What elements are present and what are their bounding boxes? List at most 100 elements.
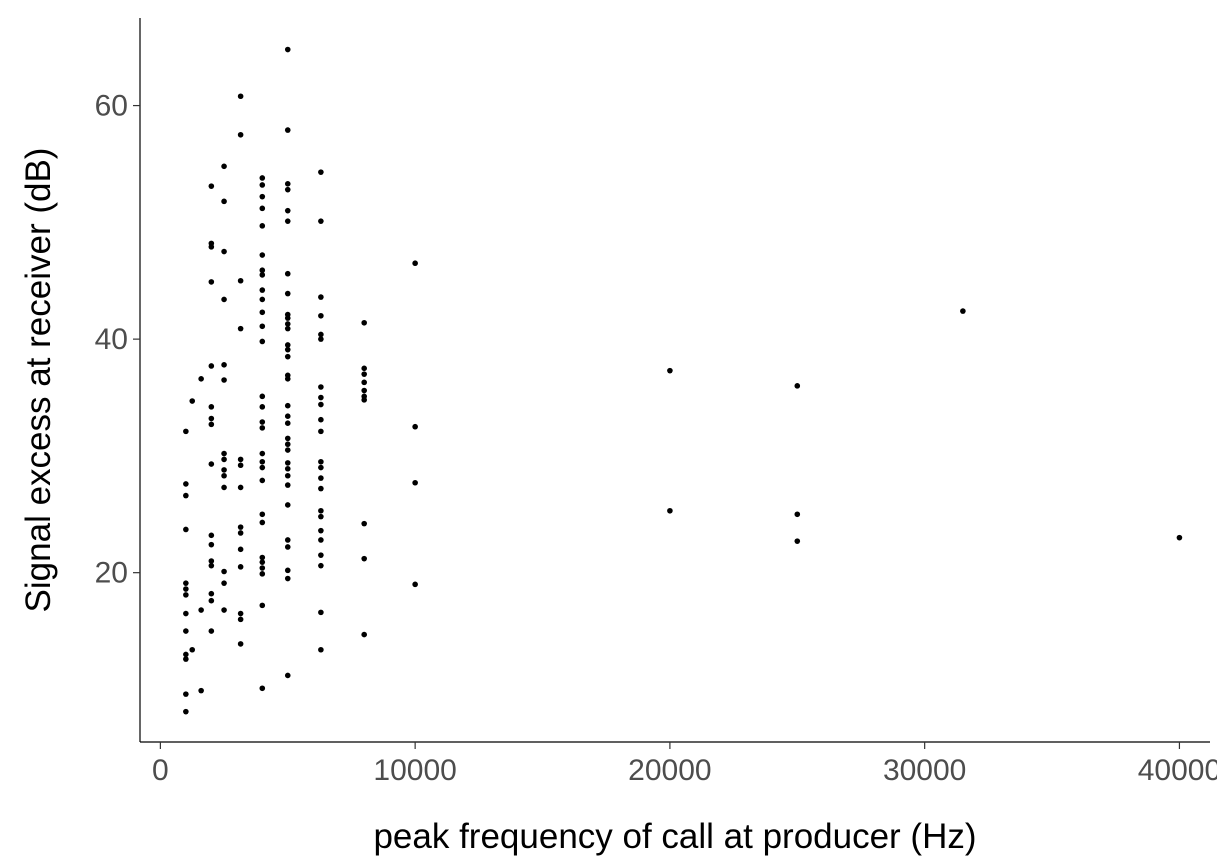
x-tick-label: 40000 [1138, 754, 1217, 787]
data-point [318, 646, 324, 653]
data-point [284, 460, 291, 466]
data-point [259, 458, 266, 465]
data-point [259, 511, 266, 518]
data-point [794, 383, 801, 389]
data-point [237, 641, 244, 647]
data-point [284, 420, 291, 427]
data-point [259, 393, 266, 400]
data-point [237, 93, 244, 100]
data-point [183, 492, 189, 499]
data-point [667, 367, 673, 374]
data-point [208, 415, 215, 422]
data-point [259, 223, 266, 229]
data-point [284, 472, 291, 479]
data-point [259, 519, 266, 526]
data-point [221, 450, 227, 457]
x-tick-label: 20000 [628, 754, 711, 787]
data-point [318, 485, 324, 492]
data-point [259, 205, 266, 212]
data-point [318, 294, 324, 300]
data-point [284, 502, 291, 508]
data-point [183, 628, 189, 634]
data-point [183, 481, 189, 487]
data-point [284, 575, 291, 582]
data-point [259, 464, 266, 471]
data-point [183, 428, 189, 435]
data-point [208, 404, 215, 410]
data-point [259, 272, 266, 278]
y-axis: 20 40 60 [95, 18, 141, 742]
data-point [284, 537, 291, 543]
data-point [412, 423, 418, 430]
data-point [284, 270, 291, 277]
data-point [198, 376, 204, 382]
data-point [259, 602, 266, 609]
data-point [960, 308, 966, 314]
data-point [221, 456, 227, 463]
data-point [259, 338, 266, 345]
data-point [318, 312, 324, 319]
data-point [318, 527, 324, 534]
data-point [318, 401, 324, 408]
data-point [259, 182, 266, 188]
data-point [361, 555, 367, 562]
data-point [284, 342, 291, 348]
data-point [237, 462, 244, 469]
data-point [259, 419, 266, 425]
data-point [237, 564, 244, 570]
data-point [284, 544, 291, 550]
data-point [208, 590, 215, 597]
data-point [794, 538, 801, 544]
data-point [284, 218, 291, 224]
data-point [259, 296, 266, 303]
data-point [284, 376, 291, 382]
data-point [1176, 534, 1183, 541]
data-point [318, 394, 324, 401]
data-point [361, 387, 367, 394]
data-point [208, 279, 215, 285]
data-point [237, 616, 244, 623]
data-point [221, 198, 227, 205]
data-point [318, 464, 324, 471]
data-point [361, 371, 367, 377]
data-point [208, 532, 215, 539]
data-point [237, 277, 244, 284]
data-point [318, 218, 324, 224]
data-point [361, 397, 367, 403]
data-point [259, 175, 266, 181]
data-point [318, 428, 324, 435]
data-point [318, 336, 324, 342]
data-point [189, 646, 196, 653]
data-point [221, 467, 227, 473]
data-point [259, 559, 266, 565]
data-point [237, 530, 244, 536]
data-point [237, 546, 244, 553]
data-point [412, 581, 418, 588]
data-point [318, 609, 324, 616]
data-point [183, 592, 189, 598]
data-point [189, 398, 196, 404]
data-point [259, 193, 266, 200]
data-point [237, 131, 244, 138]
data-point [361, 319, 367, 326]
data-point [259, 287, 266, 293]
data-point [361, 365, 367, 372]
data-point [284, 207, 291, 214]
data-point [259, 404, 266, 410]
data-point [284, 413, 291, 420]
data-point [259, 554, 266, 561]
data-point [318, 537, 324, 543]
data-point [318, 384, 324, 390]
data-point [284, 325, 291, 332]
data-point [361, 631, 367, 638]
data-point [318, 169, 324, 175]
data-point [183, 586, 189, 592]
data-point [221, 296, 227, 303]
data-point [284, 672, 291, 679]
data-point [208, 183, 215, 189]
data-point [183, 580, 189, 586]
x-tick-label: 0 [152, 754, 169, 787]
data-point [284, 353, 291, 360]
data-point [221, 580, 227, 586]
